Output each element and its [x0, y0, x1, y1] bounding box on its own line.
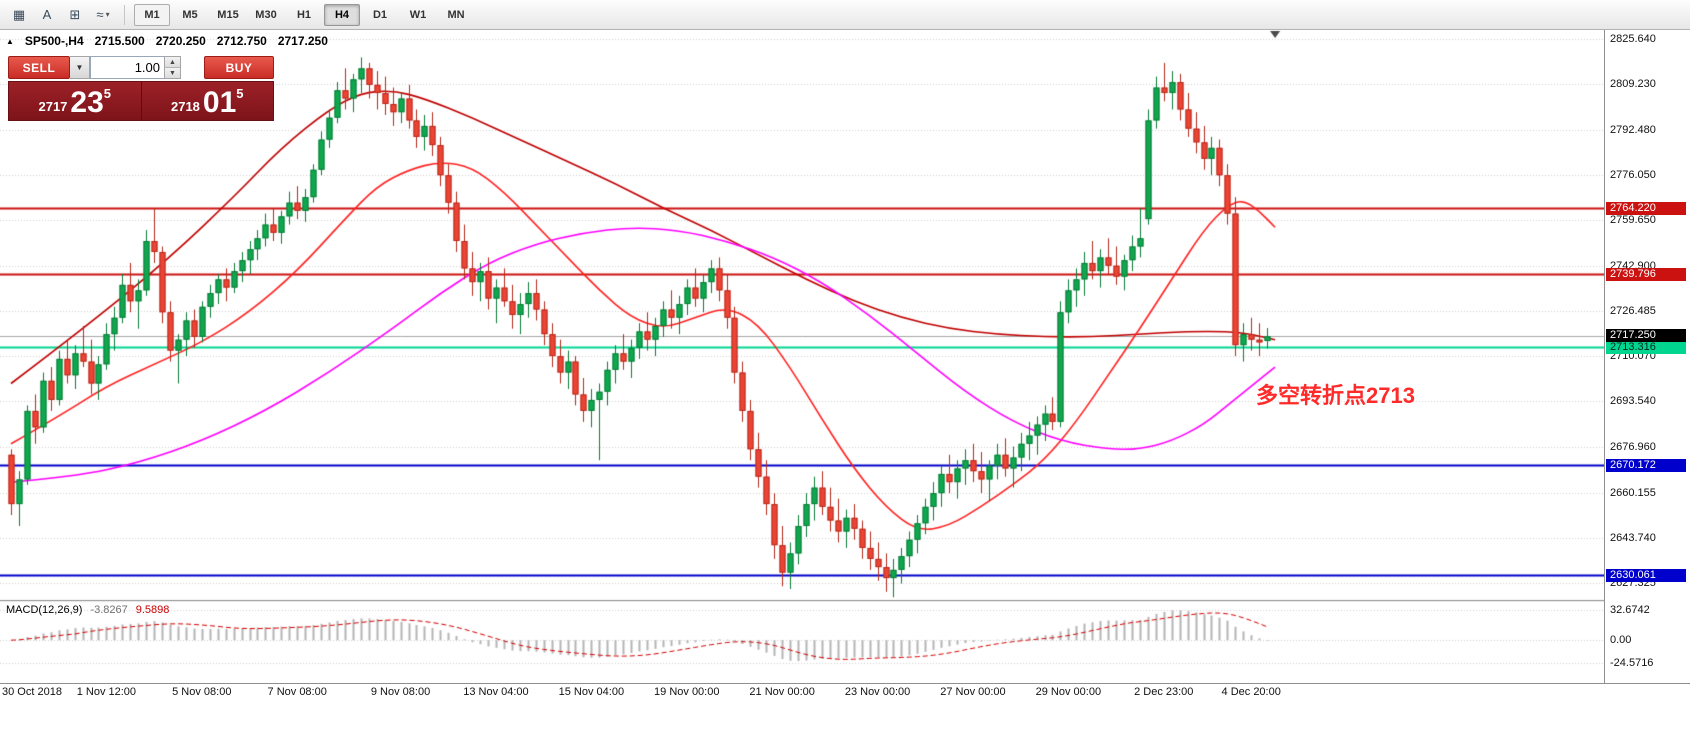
timeframe-group: M1 M5 M15 M30 H1 H4 D1 W1 MN: [133, 3, 475, 26]
date-axis-label: 19 Nov 00:00: [654, 686, 720, 698]
price-level-badge: 2764.220: [1606, 201, 1686, 215]
price-scale-label: 2792.480: [1610, 124, 1656, 137]
date-axis-label: 7 Nov 08:00: [267, 686, 327, 698]
window-bottom-area: [0, 700, 1690, 751]
current-price-badge: 2717.250: [1606, 329, 1686, 343]
date-axis-label: 23 Nov 00:00: [844, 686, 911, 698]
date-axis-label: 13 Nov 04:00: [463, 686, 529, 698]
price-scale-label: 2693.540: [1610, 395, 1656, 408]
macd-indicator-label: MACD(12,26,9) -3.8267 9.5898: [6, 604, 169, 616]
price-chart-canvas[interactable]: [0, 30, 1605, 683]
timeframe-m30-button[interactable]: M30: [255, 8, 277, 21]
sell-button[interactable]: SELL: [8, 56, 70, 79]
buy-button[interactable]: BUY: [204, 56, 274, 79]
ask-price-display[interactable]: 2718 01 5: [141, 82, 273, 120]
timeframe-h1-button[interactable]: H1: [296, 8, 312, 21]
volume-down-icon[interactable]: ▼: [165, 68, 180, 78]
bid-prefix: 2717: [38, 99, 68, 114]
macd-scale-label: 0.00: [1610, 634, 1632, 647]
price-scale-label: 2776.050: [1610, 169, 1656, 182]
dropdown-caret-icon: ▾: [105, 10, 110, 19]
symbol-marker-icon: ▲: [6, 36, 14, 46]
volume-dropdown-button[interactable]: ▼: [70, 56, 90, 79]
chinese-annotation-text: 多空转折点2713: [1256, 383, 1415, 408]
volume-input[interactable]: [90, 56, 164, 79]
price-scale-label: 2726.485: [1610, 304, 1656, 317]
macd-main-value: -3.8267: [90, 604, 128, 616]
date-axis-label: 21 Nov 00:00: [749, 686, 815, 698]
quote-header: ▲ SP500-,H4 2715.500 2720.250 2712.750 2…: [6, 34, 328, 48]
time-scale[interactable]: 30 Oct 2018 1 Nov 12:00 5 Nov 08:00 7 Nov 0…: [0, 683, 1690, 700]
price-scale-label: 2759.650: [1610, 214, 1656, 227]
timeframe-m1-button[interactable]: M1: [134, 3, 170, 26]
timeframe-w1-button[interactable]: W1: [409, 8, 427, 21]
date-axis-label: 27 Nov 00:00: [940, 686, 1006, 698]
price-scale-label: 2660.155: [1610, 486, 1656, 499]
crosshair-tool-icon[interactable]: ⊞: [69, 6, 81, 22]
macd-scale-label: 32.6742: [1610, 603, 1650, 616]
price-scale-label: 2643.740: [1610, 531, 1656, 544]
bid-big-digits: 23: [70, 86, 104, 119]
price-scale[interactable]: 2825.640 2809.230 2792.480 2776.050 2759.650…: [1604, 30, 1690, 683]
windows-grid-icon[interactable]: ▦: [12, 6, 26, 22]
one-click-trading-panel: SELL ▼ ▲ ▼ BUY 2717 23 5 2718 01 5: [8, 56, 274, 121]
price-level-badge: 2630.061: [1606, 569, 1686, 583]
macd-name: MACD(12,26,9): [6, 604, 83, 616]
volume-up-icon[interactable]: ▲: [165, 57, 180, 68]
date-axis-label: 4 Dec 20:00: [1221, 686, 1281, 698]
quote-open: 2715.500: [94, 34, 145, 48]
price-scale-label: 2825.640: [1610, 33, 1656, 46]
date-axis-label: 30 Oct 2018: [2, 686, 62, 698]
toolbar-tools-group: ▦ A ⊞ ≈ ▾: [6, 3, 116, 27]
price-scale-label: 2676.960: [1610, 440, 1656, 453]
date-axis-label: 29 Nov 00:00: [1035, 686, 1102, 698]
date-axis-label: 2 Dec 23:00: [1134, 686, 1194, 698]
date-axis-label: 5 Nov 08:00: [172, 686, 232, 698]
timeframe-h4-button[interactable]: H4: [324, 3, 360, 26]
cursor-tool-icon[interactable]: A: [42, 7, 52, 22]
price-level-badge: 2670.172: [1606, 459, 1686, 473]
quote-close: 2717.250: [277, 34, 328, 48]
date-axis-label: 1 Nov 12:00: [76, 686, 137, 698]
volume-spinner: ▲ ▼: [164, 56, 181, 79]
indicators-dropdown-icon[interactable]: ≈ ▾: [96, 7, 110, 22]
toolbar-separator: [124, 4, 125, 25]
symbol-label: SP500-,H4: [24, 34, 84, 48]
date-axis-label: 9 Nov 08:00: [370, 686, 431, 698]
price-scale-label: 2809.230: [1610, 78, 1656, 91]
timeframe-m15-button[interactable]: M15: [217, 8, 239, 21]
toolbar: ▦ A ⊞ ≈ ▾ M1 M5 M15 M30 H1 H4 D1 W1 MN: [0, 0, 1690, 30]
timeframe-m5-button[interactable]: M5: [182, 8, 198, 21]
bid-price-display[interactable]: 2717 23 5: [9, 82, 142, 120]
ask-big-digits: 01: [202, 86, 237, 119]
timeframe-mn-button[interactable]: MN: [447, 8, 465, 21]
price-level-badge: 2713.316: [1606, 341, 1686, 355]
macd-scale-label: -24.5716: [1610, 656, 1654, 669]
ask-prefix: 2718: [170, 99, 200, 114]
ask-pip-digit: 5: [236, 86, 244, 101]
macd-signal-value: 9.5898: [135, 604, 170, 616]
quote-low: 2712.750: [216, 34, 267, 48]
quote-high: 2720.250: [155, 34, 206, 48]
bid-pip-digit: 5: [103, 86, 112, 101]
timeframe-d1-button[interactable]: D1: [372, 8, 388, 21]
chart-window: ▲ SP500-,H4 2715.500 2720.250 2712.750 2…: [0, 30, 1690, 700]
price-level-badge: 2739.796: [1606, 268, 1686, 282]
date-axis-label: 15 Nov 04:00: [558, 686, 625, 698]
